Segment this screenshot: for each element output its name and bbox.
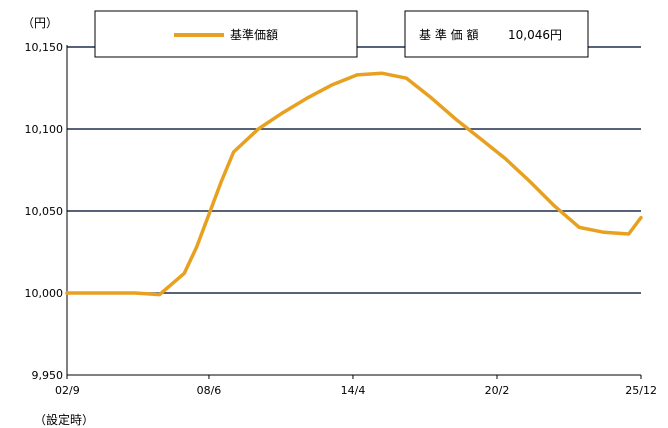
x-tick-label: 20/2 [485, 384, 510, 397]
x-tick-label: 25/12 [625, 384, 657, 397]
series-layer [65, 71, 643, 297]
axes [66, 45, 642, 379]
y-tick-label: 10,150 [25, 41, 64, 54]
value-box-label: 基 準 価 額 [419, 27, 478, 42]
value-box-value: 10,046円 [508, 28, 562, 42]
y-tick-label: 9,950 [32, 369, 64, 382]
legend-series-label: 基準価額 [230, 27, 278, 42]
y-tick-label: 10,100 [25, 123, 64, 136]
value-box: 基 準 価 額 10,046円 [404, 10, 589, 58]
y-tick-label: 10,050 [25, 205, 64, 218]
y-axis-unit-label: （円） [22, 16, 58, 30]
x-start-note: （設定時） [34, 412, 94, 427]
x-tick-label: 08/6 [197, 384, 222, 397]
series-line-nav [65, 71, 643, 297]
legend-box: 基準価額 [94, 10, 358, 58]
x-tick-label: 14/4 [341, 384, 366, 397]
x-tick-label: 02/9 [55, 384, 80, 397]
y-tick-label: 10,000 [25, 287, 64, 300]
gridlines [67, 46, 641, 294]
tick-labels: 9,950 10,000 10,050 10,100 10,150 02/9 08/6 14/… [25, 41, 658, 397]
